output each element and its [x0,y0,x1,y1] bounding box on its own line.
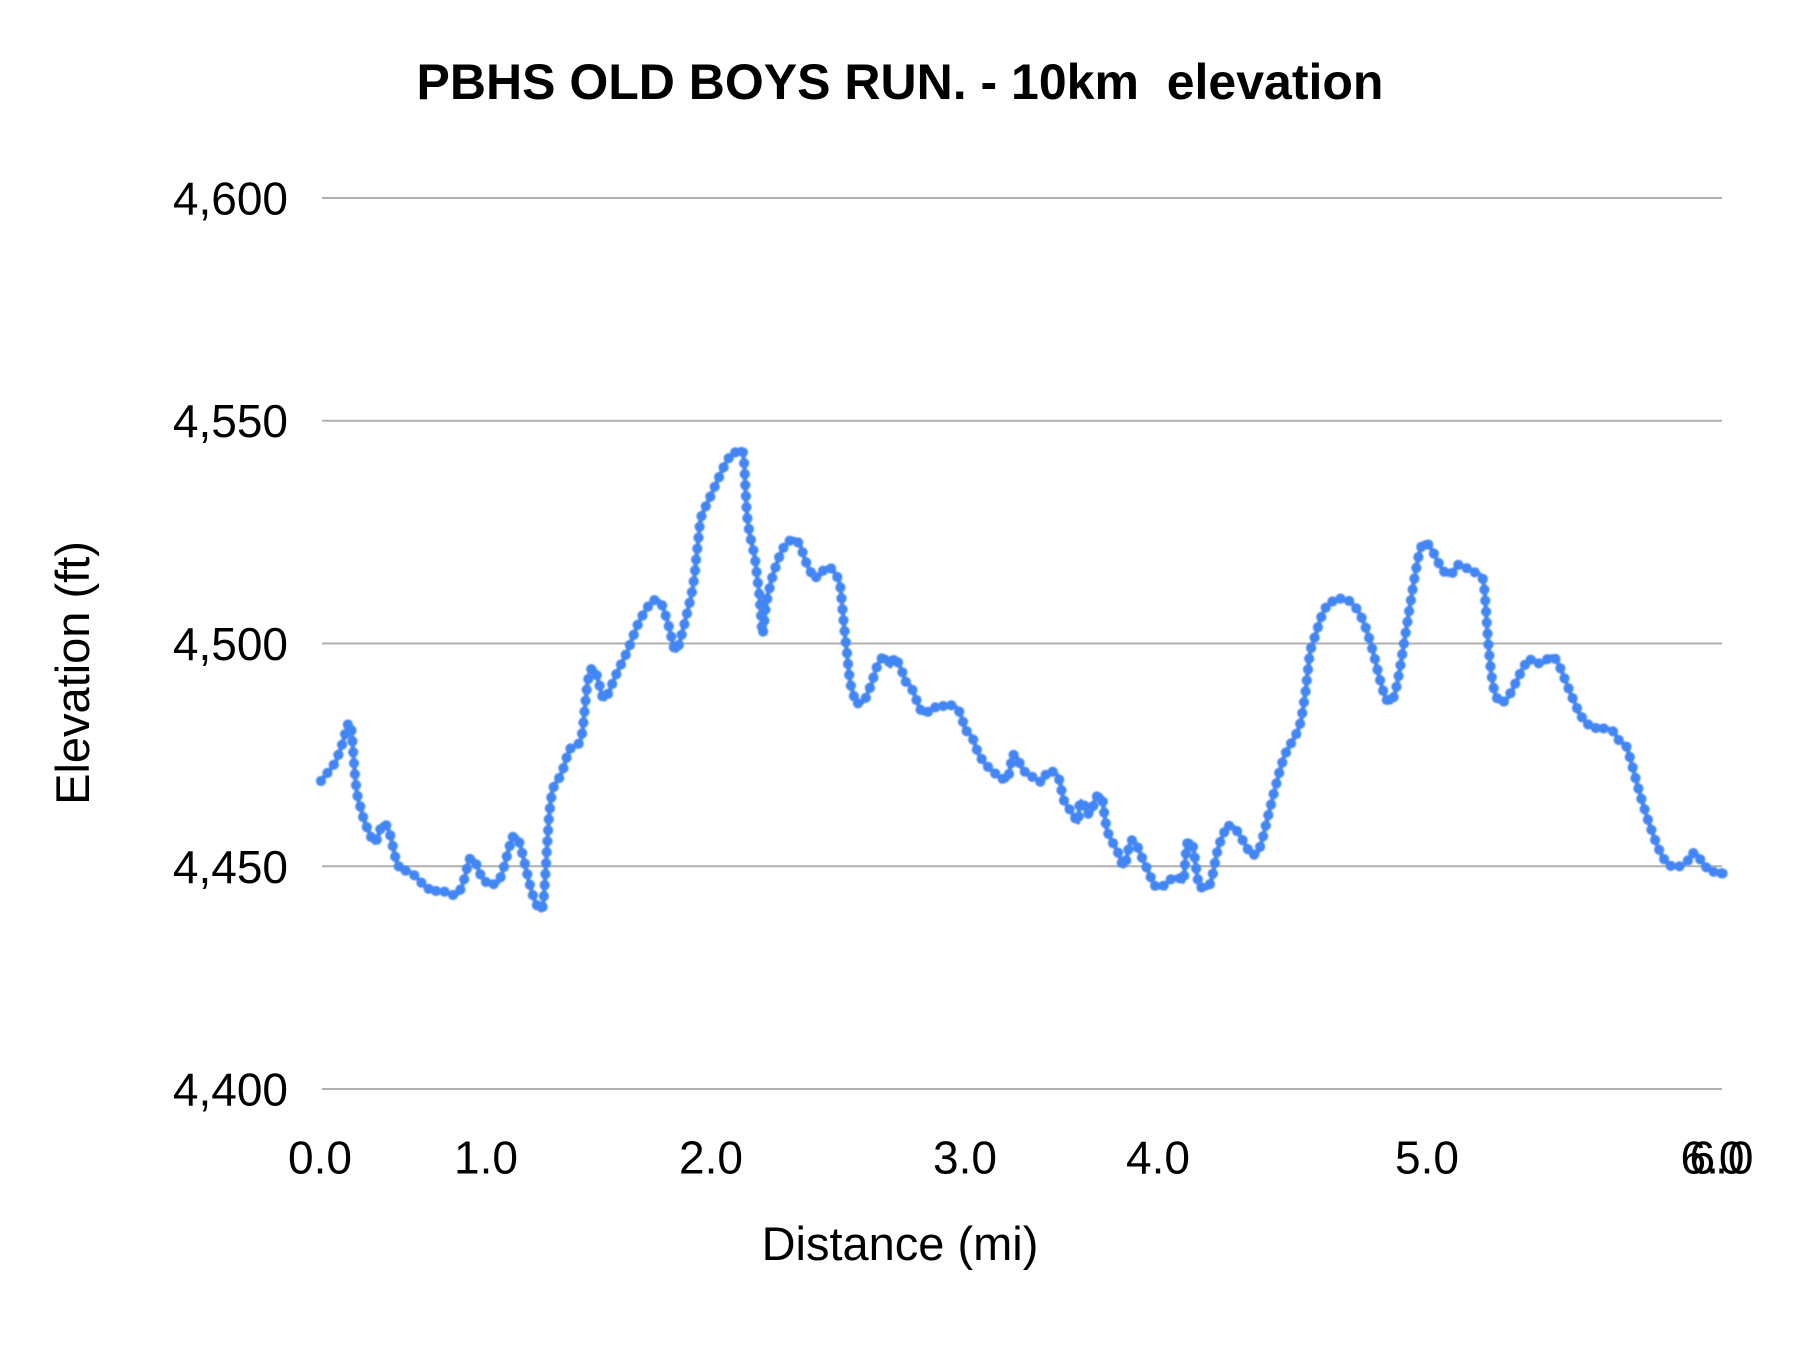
svg-text:5.0: 5.0 [1395,1132,1459,1184]
svg-text:1.0: 1.0 [454,1132,518,1184]
svg-text:4,500: 4,500 [173,618,288,670]
svg-text:2.0: 2.0 [679,1132,743,1184]
svg-text:4,400: 4,400 [173,1064,288,1116]
svg-text:3.0: 3.0 [933,1132,997,1184]
svg-text:4,550: 4,550 [173,395,288,447]
svg-text:4,450: 4,450 [173,841,288,893]
svg-text:PBHS OLD BOYS RUN. - 10km ele: PBHS OLD BOYS RUN. - 10km elevation [417,54,1384,110]
svg-text:4.0: 4.0 [1126,1132,1190,1184]
svg-text:Elevation (ft): Elevation (ft) [46,541,99,805]
svg-text:4,600: 4,600 [173,173,288,225]
svg-text:Distance (mi): Distance (mi) [762,1217,1039,1270]
svg-text:6.0: 6.0 [1681,1132,1745,1184]
svg-text:0.0: 0.0 [288,1132,352,1184]
svg-text:6.0: 6.0 [1690,1132,1754,1184]
